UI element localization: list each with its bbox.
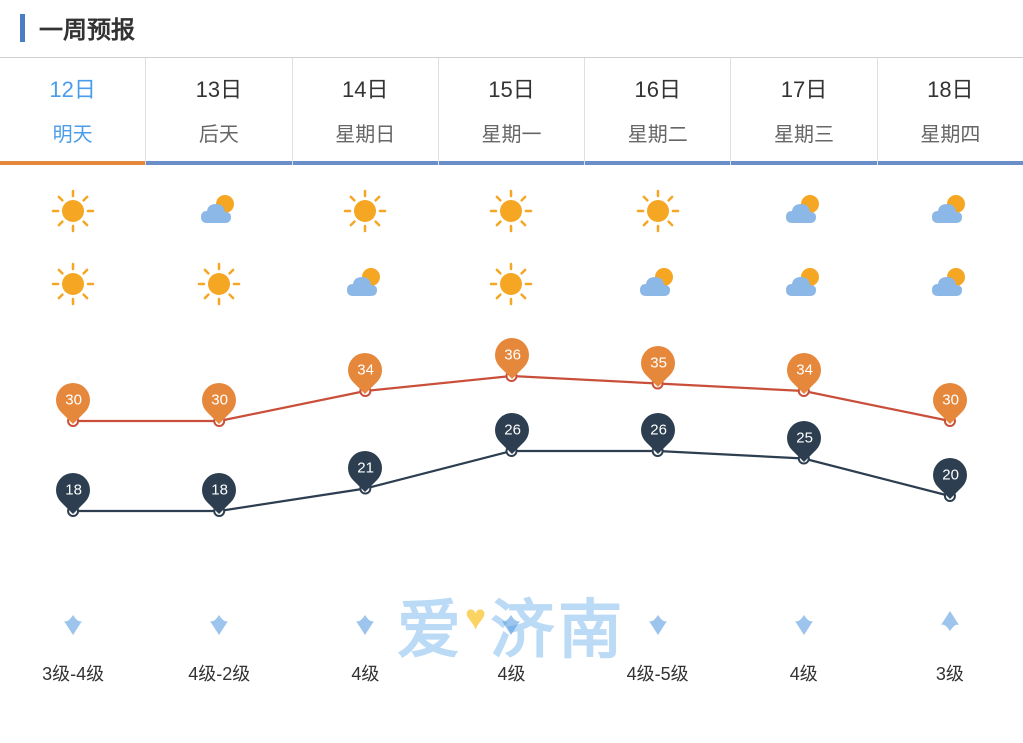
day-date: 12日 — [0, 72, 145, 104]
wind-cell-6: 3级 — [877, 609, 1023, 686]
wind-direction-icon — [62, 609, 84, 642]
weather-night-icon — [487, 260, 535, 313]
wind-level: 4级 — [790, 660, 818, 686]
day-date: 13日 — [146, 72, 291, 104]
weather-day-icon — [634, 187, 682, 240]
wind-level: 4级 — [497, 660, 525, 686]
page-title: 一周预报 — [39, 10, 135, 45]
weather-night-icon — [341, 260, 389, 313]
wind-direction-icon — [500, 609, 522, 642]
high-temp-pin-5: 34 — [787, 353, 821, 387]
day-underline — [878, 161, 1023, 165]
day-date: 15日 — [439, 72, 584, 104]
day-label: 后天 — [146, 118, 291, 161]
weather-night-icon — [780, 260, 828, 313]
wind-level: 4级 — [351, 660, 379, 686]
day-tab-4[interactable]: 16日 星期二 — [584, 58, 730, 165]
day-tab-3[interactable]: 15日 星期一 — [438, 58, 584, 165]
weather-day-icon — [195, 187, 243, 240]
day-label: 星期二 — [585, 118, 730, 161]
wind-cell-5: 4级 — [731, 609, 877, 686]
day-underline — [585, 161, 730, 165]
day-label: 星期三 — [731, 118, 876, 161]
wind-direction-icon — [939, 609, 961, 642]
high-temp-pin-1: 30 — [202, 383, 236, 417]
low-temp-pin-3: 26 — [495, 413, 529, 447]
day-tab-2[interactable]: 14日 星期日 — [292, 58, 438, 165]
day-date: 14日 — [293, 72, 438, 104]
day-tab-1[interactable]: 13日 后天 — [145, 58, 291, 165]
wind-level: 3级 — [936, 660, 964, 686]
wind-cell-4: 4级-5级 — [585, 609, 731, 686]
day-date: 17日 — [731, 72, 876, 104]
wind-row: 3级-4级 4级-2级 4级 4级 4级-5级 4级 3级 — [0, 609, 1023, 686]
day-label: 明天 — [0, 118, 145, 161]
high-temp-pin-0: 30 — [56, 383, 90, 417]
high-temp-pin-6: 30 — [933, 383, 967, 417]
wind-direction-icon — [354, 609, 376, 642]
icon-cell-5 — [731, 187, 877, 313]
day-date: 18日 — [878, 72, 1023, 104]
day-date: 16日 — [585, 72, 730, 104]
wind-direction-icon — [793, 609, 815, 642]
day-underline — [731, 161, 876, 165]
day-underline — [439, 161, 584, 165]
weather-night-icon — [49, 260, 97, 313]
weather-day-icon — [487, 187, 535, 240]
high-temp-pin-3: 36 — [495, 338, 529, 372]
weather-night-icon — [195, 260, 243, 313]
high-temp-pin-2: 34 — [348, 353, 382, 387]
weather-day-icon — [341, 187, 389, 240]
weather-day-icon — [780, 187, 828, 240]
wind-cell-3: 4级 — [438, 609, 584, 686]
icon-cell-4 — [585, 187, 731, 313]
wind-cell-1: 4级-2级 — [146, 609, 292, 686]
day-underline — [146, 161, 291, 165]
day-label: 星期一 — [439, 118, 584, 161]
wind-level: 4级-2级 — [188, 660, 250, 686]
high-temp-pin-4: 35 — [641, 346, 675, 380]
low-temp-pin-6: 20 — [933, 458, 967, 492]
icon-cell-1 — [146, 187, 292, 313]
weather-day-icon — [49, 187, 97, 240]
icon-cell-0 — [0, 187, 146, 313]
icon-cell-3 — [438, 187, 584, 313]
day-label: 星期四 — [878, 118, 1023, 161]
low-temp-pin-0: 18 — [56, 473, 90, 507]
day-tab-6[interactable]: 18日 星期四 — [877, 58, 1023, 165]
days-header-row: 12日 明天 13日 后天 14日 星期日 15日 星期一 16日 星期二 17… — [0, 57, 1023, 165]
icon-cell-6 — [877, 187, 1023, 313]
wind-level: 4级-5级 — [627, 660, 689, 686]
accent-bar — [20, 14, 25, 42]
wind-level: 3级-4级 — [42, 660, 104, 686]
weather-day-icon — [926, 187, 974, 240]
day-underline — [0, 161, 145, 165]
day-tab-5[interactable]: 17日 星期三 — [730, 58, 876, 165]
weather-icons-row — [0, 187, 1023, 313]
wind-direction-icon — [208, 609, 230, 642]
low-temp-pin-1: 18 — [202, 473, 236, 507]
icon-cell-2 — [292, 187, 438, 313]
low-temp-pin-2: 21 — [348, 451, 382, 485]
wind-direction-icon — [647, 609, 669, 642]
weather-night-icon — [634, 260, 682, 313]
day-underline — [293, 161, 438, 165]
wind-cell-2: 4级 — [292, 609, 438, 686]
low-temp-pin-5: 25 — [787, 421, 821, 455]
day-tab-0[interactable]: 12日 明天 — [0, 58, 145, 165]
wind-cell-0: 3级-4级 — [0, 609, 146, 686]
temperature-chart: 30 18 30 18 34 21 36 26 35 26 34 — [0, 341, 1023, 551]
day-label: 星期日 — [293, 118, 438, 161]
weather-night-icon — [926, 260, 974, 313]
low-temp-pin-4: 26 — [641, 413, 675, 447]
